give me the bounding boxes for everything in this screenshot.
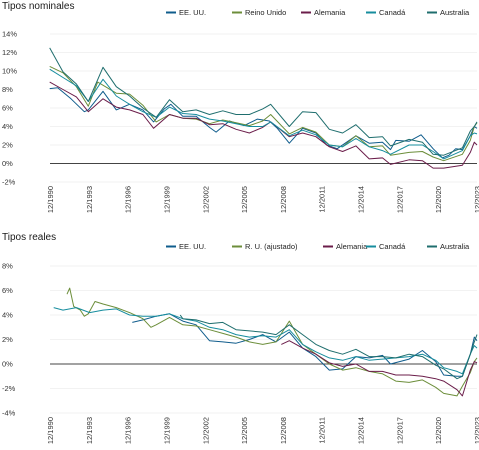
x-tick-label: 12/2005 bbox=[240, 417, 249, 444]
chart-legend: EE. UU. Reino Unido Alemania Canadá Australi… bbox=[166, 8, 470, 17]
legend-label: Australia bbox=[440, 8, 470, 17]
x-tick-label: 12/2023 bbox=[473, 186, 479, 213]
x-tick-label: 12/2023 bbox=[473, 417, 479, 444]
legend-label: Alemania bbox=[314, 8, 346, 17]
y-tick-label: -4% bbox=[2, 409, 16, 418]
legend-label: Reino Unido bbox=[245, 8, 286, 17]
x-tick-label: 12/1996 bbox=[124, 186, 133, 213]
x-tick-label: 12/2008 bbox=[279, 186, 288, 213]
chart-panel-1: Tipos nominales -2% 0% 2% 4% 6% 8% 10% 12% 14% 12/… bbox=[2, 1, 479, 213]
y-tick-label: 0% bbox=[2, 360, 13, 369]
y-tick-label: 0% bbox=[2, 159, 13, 168]
legend-label: Alemania bbox=[336, 242, 368, 251]
series-line-1 bbox=[132, 313, 478, 377]
legend-label: EE. UU. bbox=[179, 242, 206, 251]
y-tick-label: 8% bbox=[2, 85, 13, 94]
x-tick-label: 12/1999 bbox=[162, 186, 171, 213]
series-line-1 bbox=[49, 87, 478, 159]
y-tick-label: 2% bbox=[2, 335, 13, 344]
y-tick-label: 6% bbox=[2, 286, 13, 295]
x-tick-label: 12/2017 bbox=[395, 417, 404, 444]
y-tick-label: -2% bbox=[2, 384, 16, 393]
y-tick-label: 6% bbox=[2, 104, 13, 113]
series-line-5 bbox=[179, 314, 478, 380]
x-tick-label: 12/1990 bbox=[46, 186, 55, 213]
y-tick-label: 14% bbox=[2, 30, 17, 39]
y-tick-label: 12% bbox=[2, 48, 17, 57]
legend-label: Canadá bbox=[379, 242, 406, 251]
y-tick-label: 4% bbox=[2, 311, 13, 320]
chart-title: Tipos reales bbox=[2, 232, 56, 243]
x-tick-label: 12/2002 bbox=[201, 417, 210, 444]
x-tick-label: 12/2020 bbox=[434, 417, 443, 444]
x-tick-label: 12/1993 bbox=[85, 186, 94, 213]
series-line-4 bbox=[53, 307, 478, 375]
chart-legend: EE. UU. R. U. (ajustado) Alemania Canadá Aus… bbox=[166, 242, 470, 251]
legend-label: Canadá bbox=[379, 8, 406, 17]
x-tick-label: 12/2014 bbox=[357, 186, 366, 213]
x-tick-label: 12/1993 bbox=[85, 417, 94, 444]
x-tick-label: 12/2014 bbox=[357, 417, 366, 444]
x-tick-label: 12/1999 bbox=[162, 417, 171, 444]
series-line-3 bbox=[281, 340, 478, 397]
y-tick-label: 10% bbox=[2, 67, 17, 76]
x-tick-label: 12/2011 bbox=[318, 417, 327, 444]
series-line-2 bbox=[49, 65, 478, 162]
x-tick-label: 12/2005 bbox=[240, 186, 249, 213]
x-tick-label: 12/1996 bbox=[124, 417, 133, 444]
y-tick-label: 8% bbox=[2, 262, 13, 271]
series-line-5 bbox=[49, 47, 478, 156]
x-tick-label: 12/2011 bbox=[318, 186, 327, 213]
legend-label: Australia bbox=[440, 242, 470, 251]
x-tick-label: 12/2002 bbox=[201, 186, 210, 213]
x-tick-label: 12/2020 bbox=[434, 186, 443, 213]
y-tick-label: -2% bbox=[2, 178, 16, 187]
series-line-4 bbox=[49, 68, 478, 160]
series-line-3 bbox=[49, 81, 478, 169]
x-tick-label: 12/2008 bbox=[279, 417, 288, 444]
y-tick-label: 2% bbox=[2, 141, 13, 150]
legend-label: EE. UU. bbox=[179, 8, 206, 17]
legend-label: R. U. (ajustado) bbox=[245, 242, 298, 251]
chart-panel-2: Tipos reales -4% -2% 0% 2% 4% 6% 8% 12/1990 12/19… bbox=[2, 232, 479, 444]
x-tick-label: 12/1990 bbox=[46, 417, 55, 444]
series-line-2 bbox=[66, 287, 478, 397]
y-tick-label: 4% bbox=[2, 122, 13, 131]
x-tick-label: 12/2017 bbox=[395, 186, 404, 213]
chart-title: Tipos nominales bbox=[2, 1, 74, 12]
